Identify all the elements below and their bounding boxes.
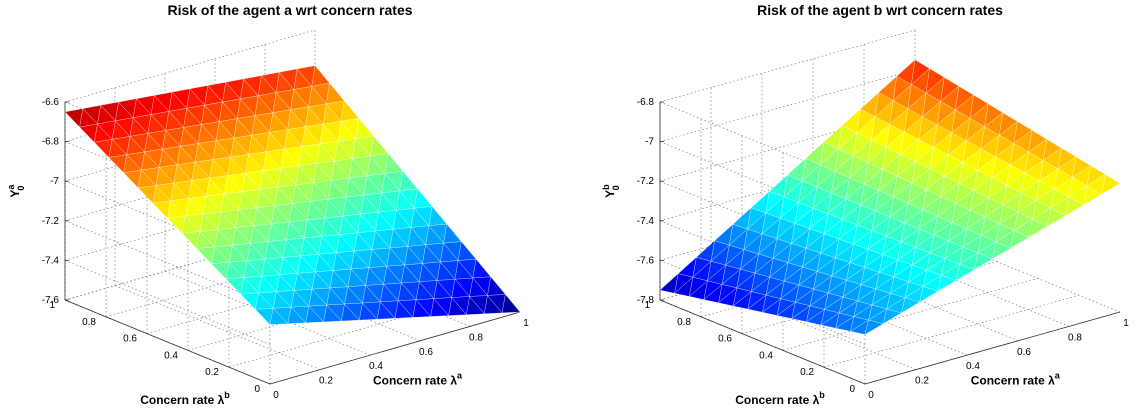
gridline	[659, 69, 916, 142]
surface-facet	[1101, 174, 1121, 195]
x-axis-label: Concern rate λa	[373, 370, 463, 387]
surface-facet	[414, 188, 433, 209]
y-tick-label: 0.6	[718, 334, 732, 345]
x-axis-line	[269, 311, 521, 385]
z-tick-label: -6.6	[42, 97, 60, 108]
y-tick-label: 0.6	[123, 334, 137, 345]
z-tick-label: -6.8	[637, 97, 655, 108]
chart-a: Risk of the agent a wrt concern rates 0 0…	[6, 2, 529, 407]
surface	[659, 59, 1121, 336]
chart-title: Risk of the agent b wrt concern rates	[757, 2, 1003, 18]
y-tick-label: 0	[254, 384, 260, 395]
y-axis-label: Concern rate λb	[140, 390, 230, 407]
x-tick-label: 1	[523, 318, 529, 329]
z-tick-label: -7	[50, 176, 59, 187]
y-tick-label: 0.4	[164, 350, 178, 361]
x-tick-label: 0.8	[469, 332, 483, 343]
surface-facet	[443, 223, 462, 244]
x-axis-label: Concern rate λa	[971, 370, 1061, 387]
surface-facet	[487, 276, 506, 296]
gridline	[823, 294, 1080, 368]
z-tick-label: -7.8	[637, 295, 655, 306]
z-tick-label: -7.2	[637, 176, 655, 187]
chart-b: Risk of the agent b wrt concern rates 0 0…	[601, 2, 1129, 407]
surface-facet	[355, 117, 375, 139]
x-tick-label: 0.4	[369, 361, 383, 372]
gridline	[659, 29, 916, 103]
x-tick-label: 0.8	[1068, 332, 1082, 343]
z-tick-label: -7.6	[637, 255, 655, 266]
surface-facet	[340, 100, 360, 122]
x-axis-line	[864, 311, 1121, 385]
tick-labels: 00.20.40.60.8100.20.40.60.81-7.8-7.6-7.4…	[637, 97, 1129, 401]
surface-facet	[428, 205, 448, 227]
z-axis-label-text: Yb0	[601, 184, 621, 198]
x-tick-label: 0	[868, 390, 874, 401]
gridline	[64, 260, 271, 345]
x-tick-label: 0.2	[915, 376, 929, 387]
y-tick-label: 1	[49, 300, 55, 311]
gridline	[164, 270, 371, 356]
z-axis-label-text: Ya0	[6, 184, 26, 198]
tick-labels: 00.20.40.60.8100.20.40.60.81-7.6-7.4-7.2…	[42, 97, 529, 401]
gridline	[64, 220, 271, 306]
surface-facet	[311, 65, 331, 87]
y-tick-label: 0.2	[800, 367, 814, 378]
z-tick-label: -6.8	[42, 137, 60, 148]
gridline	[64, 29, 316, 103]
y-tick-label: 0.4	[759, 350, 773, 361]
surface-facet	[370, 135, 389, 157]
surface-facet	[457, 241, 477, 261]
y-axis-label: Concern rate λb	[735, 390, 825, 407]
surface-facet	[399, 170, 418, 192]
gridline	[782, 278, 1039, 351]
x-tick-label: 0.6	[1017, 347, 1031, 358]
x-tick-label: 0.2	[319, 376, 333, 387]
y-tick-label: 0.2	[205, 367, 219, 378]
x-tick-label: 0.6	[419, 347, 433, 358]
y-axis-line	[659, 299, 866, 385]
chart-title: Risk of the agent a wrt concern rates	[167, 2, 412, 18]
y-tick-label: 1	[644, 300, 650, 311]
x-tick-label: 0.4	[966, 361, 980, 372]
z-tick-label: -7.6	[42, 295, 60, 306]
y-tick-label: 0.8	[82, 317, 96, 328]
z-tick-label: -7.2	[42, 216, 60, 227]
z-axis-label: Yb0	[601, 184, 621, 198]
z-tick-label: -7.4	[42, 255, 60, 266]
x-tick-label: 1	[1123, 318, 1129, 329]
surface-facet	[472, 258, 492, 279]
y-tick-label: 0	[849, 384, 855, 395]
surface-facet	[326, 82, 345, 105]
z-tick-label: -7	[645, 137, 654, 148]
z-tick-label: -7.4	[637, 216, 655, 227]
surface-facet	[501, 293, 521, 314]
y-tick-label: 0.8	[677, 317, 691, 328]
gridline	[114, 285, 321, 370]
z-axis-label: Ya0	[6, 184, 26, 198]
y-axis-line	[64, 299, 271, 385]
surface	[64, 65, 521, 326]
surface-facet	[384, 153, 404, 174]
x-tick-label: 0	[273, 390, 279, 401]
